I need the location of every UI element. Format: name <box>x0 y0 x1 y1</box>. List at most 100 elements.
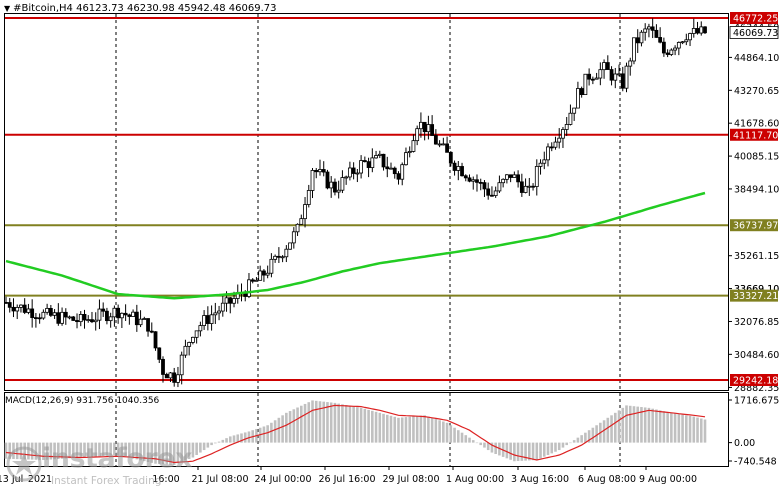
macd-histogram-bar <box>490 442 494 453</box>
macd-histogram-bar <box>326 402 329 443</box>
macd-histogram-bar <box>554 442 557 452</box>
candle-body <box>15 307 20 312</box>
close-value: 46069.73 <box>228 3 277 14</box>
macd-histogram-bar <box>423 415 426 443</box>
macd-histogram-bar <box>68 442 71 459</box>
candle-body <box>467 177 472 182</box>
candle-body <box>661 41 666 54</box>
candle-body <box>665 52 670 55</box>
macd-histogram-bar <box>565 442 568 446</box>
candle-body <box>276 255 281 258</box>
candle-body <box>598 69 603 79</box>
candle-body <box>471 179 476 182</box>
candle-body <box>142 318 147 320</box>
candle-body <box>262 270 266 276</box>
low-value: 45942.48 <box>177 3 226 14</box>
candle-body <box>71 316 76 321</box>
macd-tick-label: 1716.675 <box>734 396 779 407</box>
candle-body <box>680 41 685 44</box>
macd-histogram-bar <box>445 422 449 443</box>
candle-body <box>250 279 255 282</box>
candle-body <box>146 318 150 332</box>
macd-histogram-bar <box>307 402 311 443</box>
candle-body <box>26 308 31 313</box>
candle-body <box>639 31 644 44</box>
macd-histogram-bar <box>247 431 251 443</box>
macd-histogram-bar <box>580 435 583 443</box>
candle-body <box>198 325 203 332</box>
candle-body <box>695 28 700 34</box>
macd-histogram-bar <box>662 411 666 443</box>
level-label-text: 33327.21 <box>733 291 778 302</box>
candle-body <box>411 140 416 152</box>
macd-histogram-bar <box>658 410 662 443</box>
candle-body <box>617 73 621 76</box>
candle-body <box>179 354 184 376</box>
macd-histogram-bar <box>561 442 565 448</box>
candle-body <box>553 141 558 148</box>
macd-histogram-bar <box>243 432 247 443</box>
macd-histogram-bar <box>240 433 243 443</box>
macd-histogram-bar <box>154 442 157 464</box>
macd-histogram-bar <box>165 442 169 465</box>
macd-histogram-bar <box>367 409 370 443</box>
macd-histogram-bar <box>42 442 45 460</box>
macd-histogram-bar <box>591 427 595 443</box>
candle-body <box>247 279 251 297</box>
candle-body <box>650 26 655 31</box>
moving-average-line <box>5 191 706 300</box>
candle-body <box>220 302 225 312</box>
candle-body <box>512 174 517 178</box>
macd-histogram-bar <box>98 442 101 457</box>
macd-histogram-bar <box>483 442 486 448</box>
candle-body <box>613 73 618 81</box>
dropdown-triangle-icon[interactable]: ▼ <box>4 4 11 13</box>
macd-histogram-bar <box>539 442 542 459</box>
macd-histogram-bar <box>692 416 696 443</box>
macd-histogram-bar <box>109 442 112 456</box>
macd-histogram-bar <box>464 435 468 443</box>
macd-histogram-bar <box>344 405 348 443</box>
macd-histogram-bar <box>415 416 419 443</box>
macd-histogram-bar <box>449 425 453 443</box>
candle-body <box>635 37 640 44</box>
macd-histogram-bar <box>550 442 554 454</box>
macd-histogram-bar <box>221 439 225 443</box>
candle-body <box>340 177 345 191</box>
candle-body <box>355 172 360 175</box>
candle-body <box>168 372 173 379</box>
macd-histogram-bar <box>113 442 116 456</box>
candle-body <box>366 161 371 168</box>
candle-body <box>475 179 479 183</box>
candle-body <box>213 312 218 316</box>
macd-histogram-bar <box>535 442 539 460</box>
candle-body <box>269 258 274 274</box>
macd-histogram-bar <box>520 442 524 461</box>
candle-body <box>82 314 87 321</box>
macd-histogram-bar <box>57 442 60 460</box>
candle-body <box>119 312 124 319</box>
candle-body <box>460 166 464 177</box>
macd-histogram-bar <box>546 442 550 456</box>
macd-histogram-bar <box>131 442 135 459</box>
price-tick-label-partial: 33669.10 <box>734 284 779 295</box>
candle-body <box>138 318 143 326</box>
macd-histogram-bar <box>169 442 172 465</box>
candle-body <box>303 204 307 220</box>
candle-body <box>624 65 629 89</box>
macd-histogram-bar <box>311 400 314 443</box>
candle-body <box>396 173 401 180</box>
macd-tick-label: 0.00 <box>734 438 755 449</box>
candle-body <box>101 308 106 312</box>
macd-histogram-bar <box>53 442 56 460</box>
candle-body <box>149 330 154 333</box>
time-tick-label: 29 Jul 08:00 <box>383 474 440 485</box>
macd-histogram-bar <box>206 442 210 448</box>
candle-body <box>291 231 296 244</box>
candle-body <box>557 137 562 143</box>
macd-histogram-bar <box>184 442 187 461</box>
candle-body <box>190 336 195 343</box>
macd-histogram-bar <box>210 442 213 446</box>
candle-body <box>501 178 506 184</box>
